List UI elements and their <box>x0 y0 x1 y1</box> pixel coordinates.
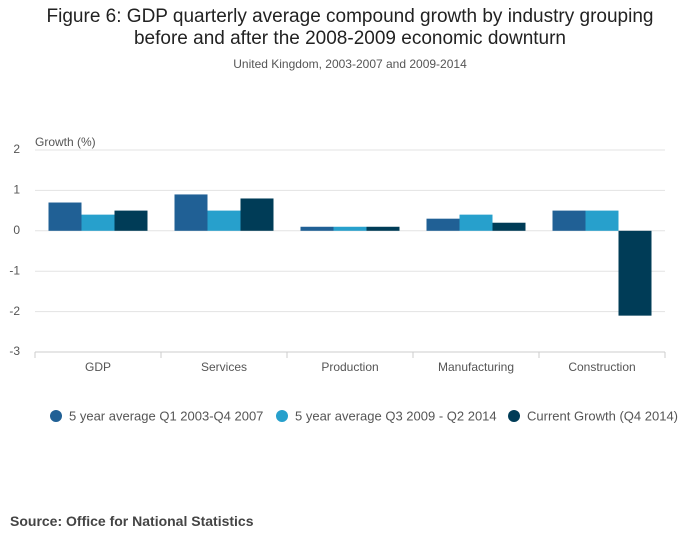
bar <box>585 210 619 231</box>
legend-label: Current Growth (Q4 2014) <box>527 408 678 423</box>
y-tick-label: 1 <box>13 183 20 197</box>
y-tick-label: 0 <box>13 223 20 237</box>
bar <box>366 226 400 231</box>
x-tick-label: Services <box>201 360 247 374</box>
x-tick-label: Production <box>321 360 378 374</box>
y-axis-label: Growth (%) <box>35 135 96 149</box>
bar <box>426 218 460 231</box>
bar <box>552 210 586 231</box>
chart-subtitle: United Kingdom, 2003-2007 and 2009-2014 <box>233 57 467 71</box>
bar <box>48 202 82 231</box>
y-tick-label: -3 <box>9 344 20 358</box>
legend-marker <box>276 410 288 422</box>
bar <box>618 230 652 316</box>
chart-title: Figure 6: GDP quarterly average compound… <box>46 6 654 49</box>
bar <box>459 214 493 231</box>
x-tick-label: Construction <box>568 360 635 374</box>
chart: Growth (%) -3 -2 -1 0 1 2 GDP Services Productio… <box>9 135 678 423</box>
y-tick-label: -2 <box>9 304 20 318</box>
legend-marker <box>50 410 62 422</box>
legend-marker <box>508 410 520 422</box>
x-tick-label: GDP <box>85 360 111 374</box>
bar <box>174 194 208 231</box>
source: Source: Office for National Statistics <box>10 513 254 529</box>
bar <box>492 222 526 231</box>
bar <box>300 226 334 231</box>
bar <box>81 214 115 231</box>
bar <box>114 210 148 231</box>
y-tick-label: 2 <box>13 142 20 156</box>
legend-label: 5 year average Q1 2003-Q4 2007 <box>69 408 263 423</box>
bar <box>333 226 367 231</box>
y-tick-label: -1 <box>9 263 20 277</box>
bar <box>207 210 241 231</box>
bar <box>240 198 274 231</box>
legend-label: 5 year average Q3 2009 - Q2 2014 <box>295 408 497 423</box>
x-tick-label: Manufacturing <box>438 360 514 374</box>
